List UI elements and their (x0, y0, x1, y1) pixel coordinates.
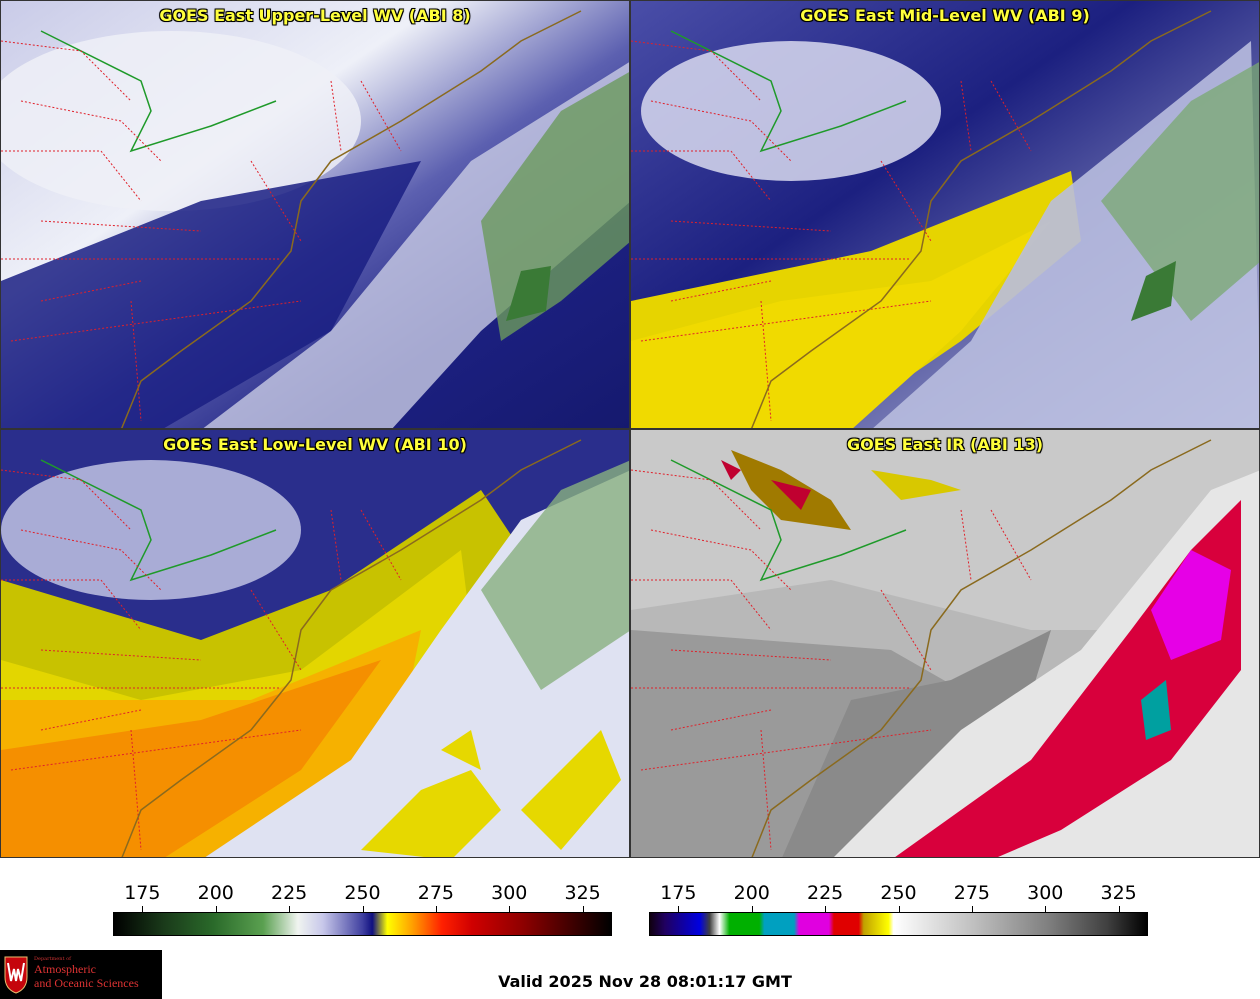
panel-mid-level-wv: GOES East Mid-Level WV (ABI 9) (630, 0, 1260, 429)
wv-colorbar (113, 912, 612, 936)
wv-tick-mark (215, 906, 217, 912)
ir-tick-label: 250 (880, 882, 917, 904)
wv-tick-mark (509, 906, 511, 912)
wv-tick-mark (362, 906, 364, 912)
ir-tick-mark (898, 906, 900, 912)
ir-tick-mark (825, 906, 827, 912)
wv-tick-label: 300 (491, 882, 528, 904)
ir-tick-mark (1118, 906, 1120, 912)
wv-tick-mark (289, 906, 291, 912)
ir-tick-mark (971, 906, 973, 912)
ir-tick-label: 225 (806, 882, 844, 904)
aos-logo[interactable]: Department of Atmospheric and Oceanic Sc… (0, 950, 162, 999)
wv-tick-label: 250 (344, 882, 381, 904)
ir-tick-mark (1045, 906, 1047, 912)
panel-ir: GOES East IR (ABI 13) (630, 429, 1260, 858)
logo-dept-text: Department of (34, 956, 71, 962)
logo-line-1: Atmospheric (34, 962, 96, 976)
uw-shield-icon (4, 956, 28, 994)
ir-tick-label: 275 (953, 882, 991, 904)
panel-title: GOES East Low-Level WV (ABI 10) (163, 435, 467, 454)
ir-tick-mark (678, 906, 680, 912)
panel-title: GOES East Upper-Level WV (ABI 8) (159, 6, 471, 25)
wv-tick-label: 200 (197, 882, 234, 904)
ir-colorbar (649, 912, 1148, 936)
wv-tick-mark (435, 906, 437, 912)
wv-tick-mark (142, 906, 144, 912)
logo-line-2: and Oceanic Sciences (34, 976, 139, 990)
ir-tick-label: 175 (660, 882, 697, 904)
ir-tick-mark (751, 906, 753, 912)
wv-tick-label: 175 (124, 882, 161, 904)
wv-tick-label: 325 (564, 882, 601, 904)
low-level-wv-image (1, 430, 629, 857)
panel-title: GOES East Mid-Level WV (ABI 9) (800, 6, 1090, 25)
wv-tick-mark (582, 906, 584, 912)
mid-level-wv-image (631, 1, 1259, 428)
wv-tick-label: 275 (417, 882, 455, 904)
ir-tick-label: 300 (1027, 882, 1064, 904)
ir-tick-label: 200 (733, 882, 770, 904)
ir-image (631, 430, 1259, 857)
wv-tick-label: 225 (270, 882, 308, 904)
panel-title: GOES East IR (ABI 13) (846, 435, 1044, 454)
ir-tick-label: 325 (1100, 882, 1137, 904)
panel-low-level-wv: GOES East Low-Level WV (ABI 10) (0, 429, 630, 858)
panel-upper-level-wv: GOES East Upper-Level WV (ABI 8) (0, 0, 630, 429)
valid-time: Valid 2025 Nov 28 08:01:17 GMT (498, 972, 792, 991)
upper-level-wv-image (1, 1, 629, 428)
